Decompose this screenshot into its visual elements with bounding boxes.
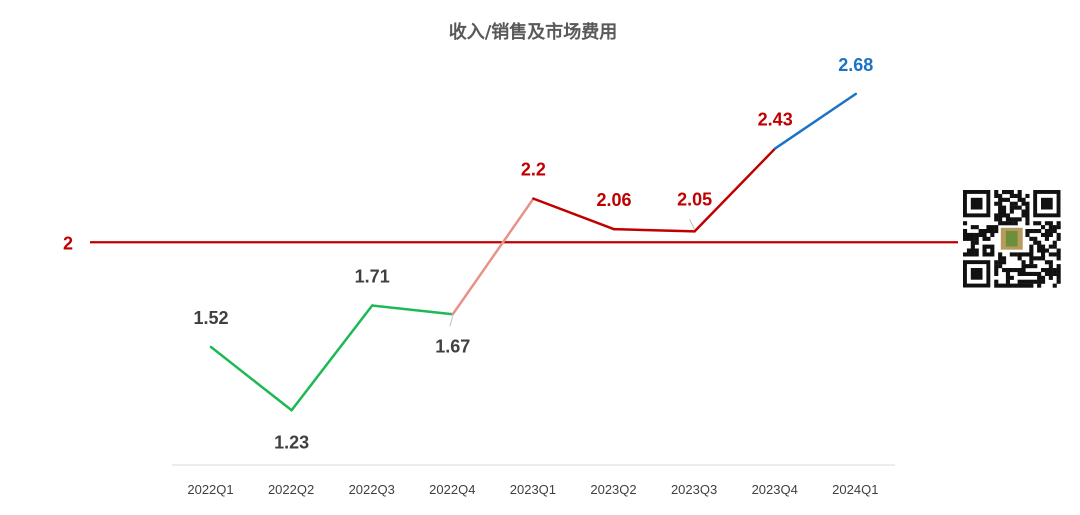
- line-segment: [370, 304, 455, 316]
- data-label: 1.23: [274, 432, 309, 452]
- line-segment: [773, 92, 858, 150]
- line-segment: [451, 197, 535, 316]
- data-label: 1.52: [193, 308, 228, 328]
- leader-line: [449, 316, 454, 327]
- x-tick-label: 2022Q2: [268, 482, 314, 497]
- line-segment: [290, 304, 374, 412]
- reference-line-label: 2: [63, 233, 73, 253]
- x-tick-label: 2023Q2: [590, 482, 636, 497]
- data-label: 1.71: [355, 267, 390, 287]
- x-tick-label: 2022Q4: [429, 482, 475, 497]
- line-segment: [693, 147, 777, 233]
- chart-title: 收入/销售及市场费用: [449, 21, 618, 43]
- data-label: 2.05: [677, 189, 712, 209]
- line-segment: [532, 197, 616, 231]
- data-label: 2.06: [596, 190, 631, 210]
- data-label: 2.2: [521, 160, 546, 180]
- qr-code-icon: [963, 190, 1061, 288]
- x-tick-label: 2023Q1: [510, 482, 556, 497]
- line-segment: [612, 227, 696, 233]
- line-segment: [209, 345, 293, 412]
- x-tick-label: 2024Q1: [832, 482, 878, 497]
- x-tick-label: 2022Q1: [187, 482, 233, 497]
- x-tick-label: 2023Q3: [671, 482, 717, 497]
- data-label: 2.68: [838, 55, 873, 75]
- x-tick-label: 2022Q3: [349, 482, 395, 497]
- leader-line: [689, 219, 696, 230]
- x-tick-label: 2023Q4: [752, 482, 798, 497]
- data-label: 1.67: [435, 336, 470, 356]
- data-label: 2.43: [758, 109, 793, 129]
